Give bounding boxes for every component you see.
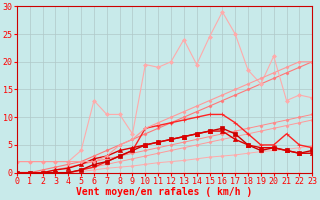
X-axis label: Vent moyen/en rafales ( km/h ): Vent moyen/en rafales ( km/h ) xyxy=(76,187,253,197)
